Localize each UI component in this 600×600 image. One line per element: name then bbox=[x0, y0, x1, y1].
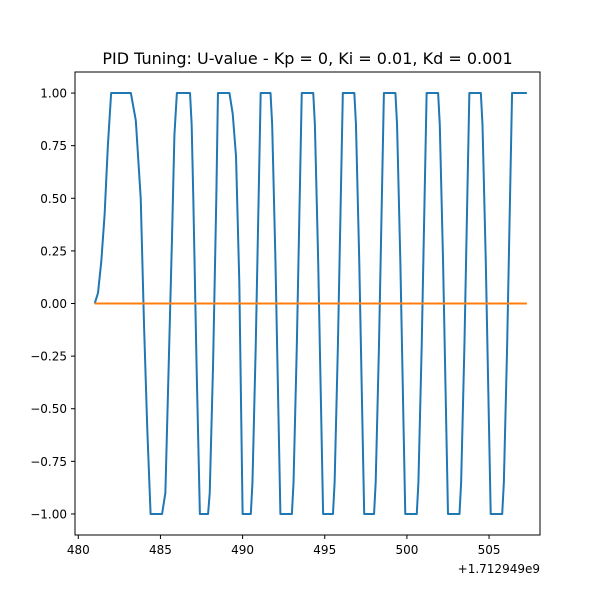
series-layer bbox=[93, 92, 527, 515]
y-tick-label: −1.00 bbox=[30, 507, 67, 521]
y-tick-label: 1.00 bbox=[40, 87, 67, 101]
y-tick-label: −0.25 bbox=[30, 350, 67, 364]
y-tick-label: 0.50 bbox=[40, 192, 67, 206]
y-tick-label: 0.25 bbox=[40, 244, 67, 258]
y-tick-label: −0.50 bbox=[30, 402, 67, 416]
x-tick-label: 495 bbox=[313, 543, 336, 557]
y-tick-label: 0.75 bbox=[40, 139, 67, 153]
y-tick-label: 0.00 bbox=[40, 297, 67, 311]
x-tick-label: 500 bbox=[395, 543, 418, 557]
x-tick-label: 505 bbox=[478, 543, 501, 557]
x-offset-label: +1.712949e9 bbox=[458, 562, 540, 576]
x-tick-label: 485 bbox=[149, 543, 172, 557]
y-tick-label: −0.75 bbox=[30, 455, 67, 469]
x-tick-label: 480 bbox=[67, 543, 90, 557]
chart-title: PID Tuning: U-value - Kp = 0, Ki = 0.01,… bbox=[102, 49, 512, 68]
x-tick-label: 490 bbox=[231, 543, 254, 557]
series-line-1 bbox=[93, 92, 527, 515]
x-axis: 480 485 490 495 500 505 bbox=[67, 535, 501, 557]
y-axis: 1.00 0.75 0.50 0.25 0.00 −0.25 −0.50 −0.75 −1.00 bbox=[30, 87, 75, 521]
